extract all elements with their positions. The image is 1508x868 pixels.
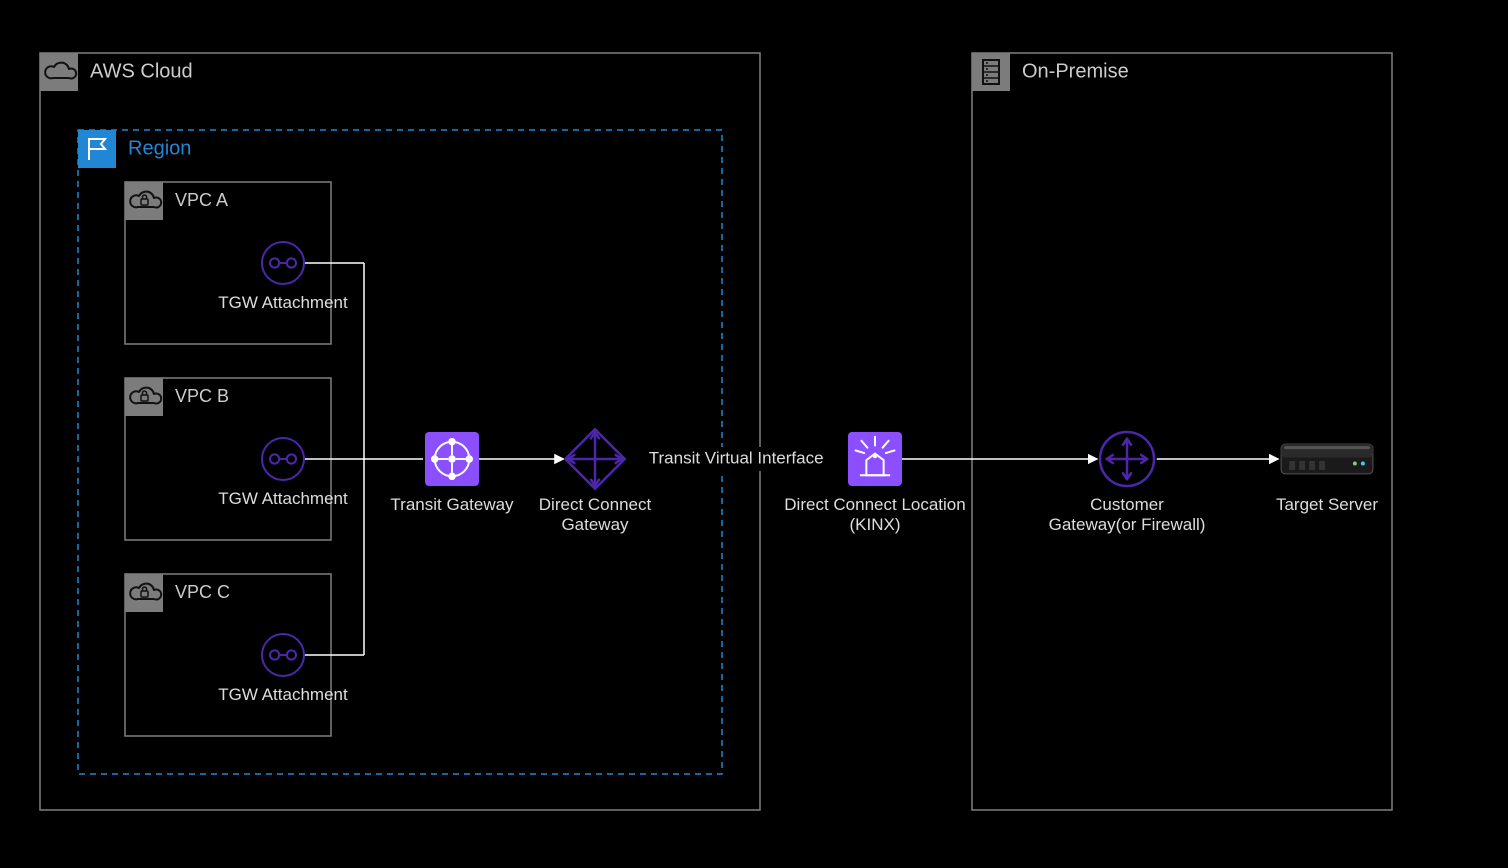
target_server-label: Target Server [1276,495,1378,514]
tgw-attachment-label-2: TGW Attachment [218,685,348,704]
edge-tvi-label: Transit Virtual Interface [649,448,824,467]
dc_gateway-label-line0: Direct Connect [539,495,652,514]
direct-connect-location-icon [848,432,902,486]
region-group-label: Region [128,137,191,159]
vpc-b-group-label: VPC B [175,386,229,406]
tgw-attachment-label-1: TGW Attachment [218,489,348,508]
customer-gateway-icon [1100,432,1154,486]
target-server-icon [1281,444,1373,474]
vpc-a-group-label: VPC A [175,190,228,210]
direct-connect-gateway-icon [565,429,624,488]
transit-gateway-icon [425,432,479,486]
tgw-attachment-icon-0 [262,242,304,284]
on-premise-group-label: On-Premise [1022,60,1129,82]
aws-cloud-group-label: AWS Cloud [90,60,193,82]
dc_location-label-line1: (KINX) [850,515,901,534]
vpc-c-group-label: VPC C [175,582,230,602]
tgw-attachment-icon-1 [262,438,304,480]
dc_location-label-line0: Direct Connect Location [784,495,965,514]
tgw-attachment-label-0: TGW Attachment [218,293,348,312]
customer_gateway-label-line0: Customer [1090,495,1164,514]
aws-cloud-group: AWS Cloud [40,53,760,810]
transit_gateway-label: Transit Gateway [390,495,514,514]
customer_gateway-label-line1: Gateway(or Firewall) [1049,515,1206,534]
tgw-attachment-icon-2 [262,634,304,676]
dc_gateway-label-line1: Gateway [561,515,629,534]
on-premise-group: On-Premise [972,53,1392,810]
